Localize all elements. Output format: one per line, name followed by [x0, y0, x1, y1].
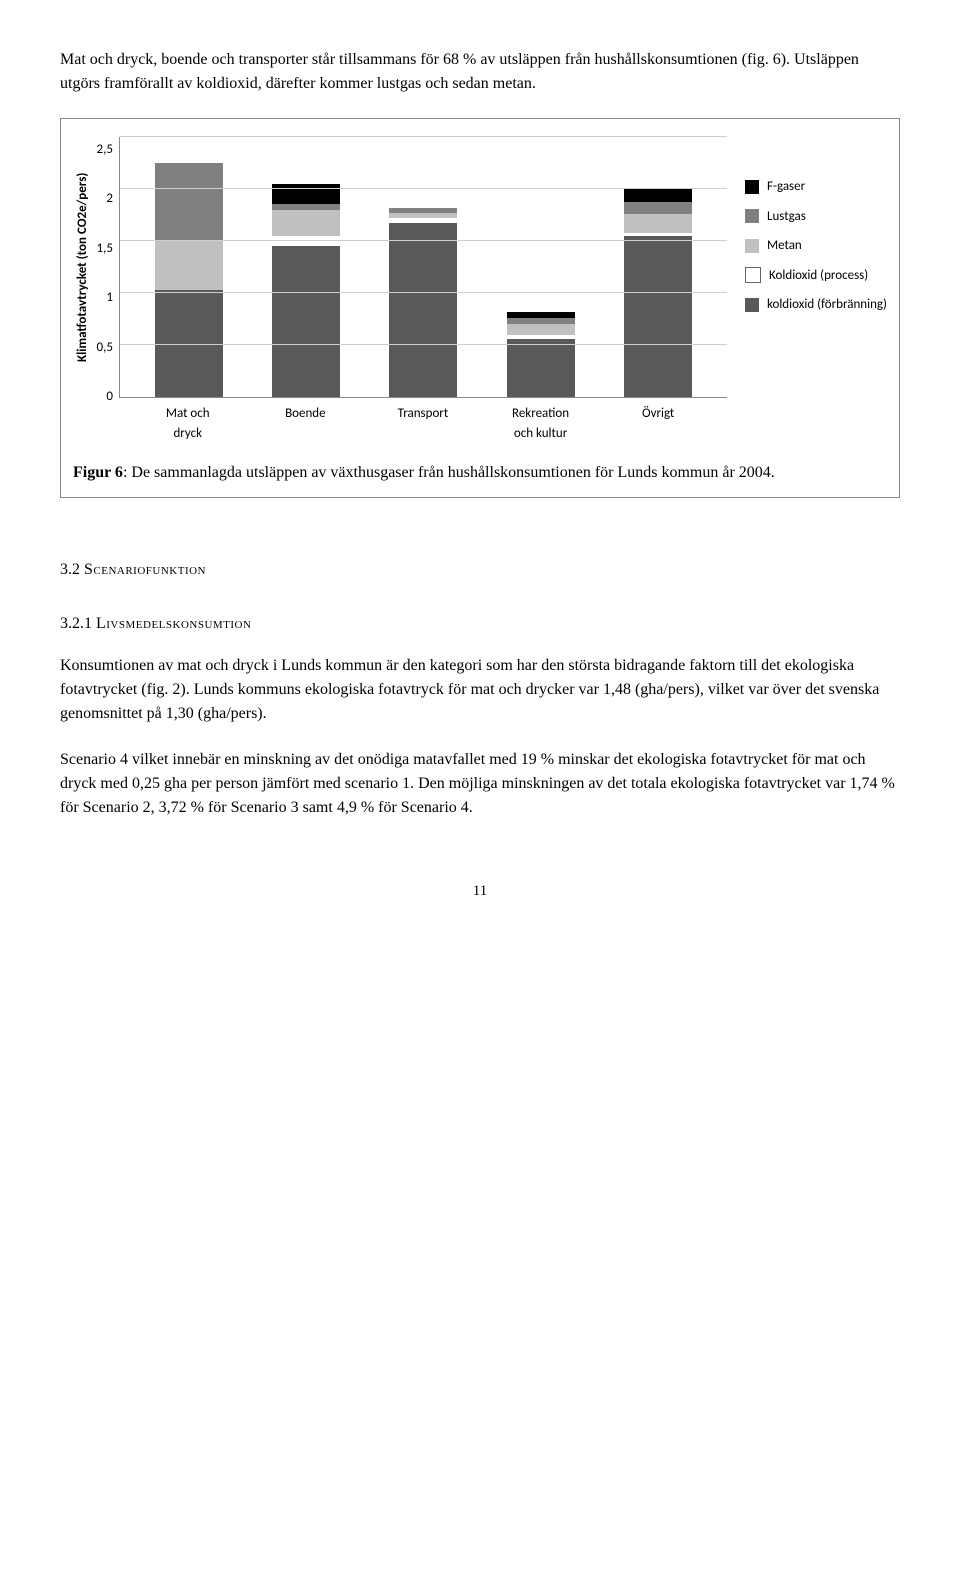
x-tick-label: Boende [271, 404, 339, 443]
x-tick-label: Transport [389, 404, 457, 443]
section-title: Scenariofunktion [84, 561, 206, 578]
caption-text: : De sammanlagda utsläppen av växthusgas… [123, 464, 775, 481]
legend-item: F-gaser [745, 177, 887, 197]
y-tick: 2 [106, 192, 113, 205]
legend-label: F-gaser [767, 177, 805, 197]
bar [389, 208, 457, 397]
y-tick: 2,5 [97, 143, 113, 156]
bar-segment [272, 184, 340, 204]
chart: Klimatfotavtrycket (ton CO2e/pers) 2,5 2 1… [73, 137, 887, 443]
legend-swatch [745, 209, 759, 223]
legend-swatch [745, 298, 759, 312]
x-axis-labels: Mat och dryck Boende Transport Rekreation o… [119, 398, 727, 443]
intro-paragraph: Mat och dryck, boende och transporter st… [60, 48, 900, 96]
x-tick-label: Rekreation och kultur [507, 404, 575, 443]
bar [155, 163, 223, 397]
legend-swatch [745, 267, 761, 283]
legend-label: koldioxid (förbränning) [767, 295, 887, 315]
legend-label: Koldioxid (process) [769, 266, 868, 286]
gridline [120, 188, 727, 189]
bar-segment [272, 210, 340, 236]
subsection-number: 3.2.1 [60, 615, 96, 632]
x-tick-label: Övrigt [624, 404, 692, 443]
bar-segment [507, 324, 575, 334]
legend-item: koldioxid (förbränning) [745, 295, 887, 315]
legend-label: Metan [767, 236, 802, 256]
body-paragraph-2: Scenario 4 vilket innebär en minskning a… [60, 748, 900, 820]
bars-container [120, 137, 727, 397]
bar-segment [155, 163, 223, 240]
body-paragraph-1: Konsumtionen av mat och dryck i Lunds ko… [60, 654, 900, 726]
gridline [120, 240, 727, 241]
bar-segment [155, 240, 223, 290]
caption-bold: Figur 6 [73, 464, 123, 481]
bar-segment [507, 339, 575, 397]
x-tick-label: Mat och dryck [154, 404, 222, 443]
gridline [120, 344, 727, 345]
bar [624, 189, 692, 397]
bar [272, 184, 340, 397]
bar-segment [389, 223, 457, 397]
section-heading: 3.2 Scenariofunktion [60, 558, 900, 582]
y-axis-ticks: 2,521,510,50 [97, 137, 119, 397]
bar-segment [272, 246, 340, 397]
bar-segment [624, 214, 692, 233]
legend: F-gaser Lustgas Metan Koldioxid (process) ko… [745, 167, 887, 325]
legend-swatch [745, 180, 759, 194]
bar-segment [624, 236, 692, 397]
y-tick: 0 [106, 390, 113, 403]
y-tick: 1 [106, 291, 113, 304]
legend-swatch [745, 239, 759, 253]
legend-item: Koldioxid (process) [745, 266, 887, 286]
subsection-heading: 3.2.1 Livsmedelskonsumtion [60, 612, 900, 636]
figure-caption: Figur 6: De sammanlagda utsläppen av väx… [73, 461, 887, 485]
y-tick: 1,5 [97, 242, 113, 255]
bar-segment [624, 189, 692, 201]
subsection-title: Livsmedelskonsumtion [96, 615, 251, 632]
legend-label: Lustgas [767, 207, 806, 227]
y-tick: 0,5 [97, 341, 113, 354]
page-number: 11 [60, 880, 900, 903]
legend-item: Lustgas [745, 207, 887, 227]
bar-segment [272, 236, 340, 246]
gridline [120, 136, 727, 137]
legend-item: Metan [745, 236, 887, 256]
figure-6: Klimatfotavtrycket (ton CO2e/pers) 2,5 2 1… [60, 118, 900, 498]
plot-area [119, 137, 727, 398]
gridline [120, 292, 727, 293]
bar-segment [624, 202, 692, 214]
bar [507, 312, 575, 397]
y-axis-label: Klimatfotavtrycket (ton CO2e/pers) [73, 137, 93, 397]
section-number: 3.2 [60, 561, 84, 578]
